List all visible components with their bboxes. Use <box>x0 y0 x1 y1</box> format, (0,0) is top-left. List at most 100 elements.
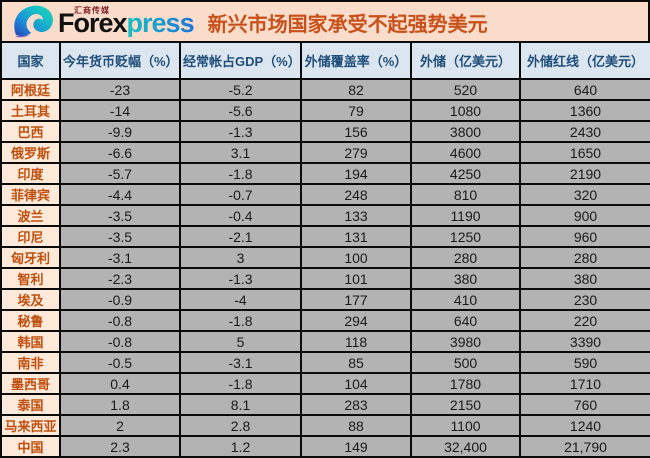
table-header: 国家 今年货币贬幅（%） 经常帐占GDP（%） 外储覆盖率（%） 外储（亿美元） 外储红线… <box>0 41 650 80</box>
value-cell: 1080 <box>410 99 521 122</box>
country-cell: 波兰 <box>0 204 61 227</box>
value-cell: -2.3 <box>59 267 181 290</box>
value-cell: 3800 <box>410 120 521 143</box>
table-body: 阿根廷 -23 -5.2 82 520 640 土耳其 -14 -5.6 79 1080 1360 巴西… <box>0 78 650 458</box>
country-cell: 智利 <box>0 267 61 290</box>
column-header: 今年货币贬幅（%） <box>59 41 181 80</box>
country-cell: 泰国 <box>0 393 61 416</box>
value-cell: 3.1 <box>179 141 302 164</box>
value-cell: 79 <box>300 99 412 122</box>
value-cell: -3.5 <box>59 204 181 227</box>
country-cell: 中国 <box>0 435 61 458</box>
value-cell: -0.7 <box>179 183 302 206</box>
value-cell: 590 <box>519 351 650 374</box>
column-header: 外储（亿美元） <box>410 41 521 80</box>
value-cell: 279 <box>300 141 412 164</box>
table-row: 埃及 -0.9 -4 177 410 230 <box>0 288 650 311</box>
value-cell: 156 <box>300 120 412 143</box>
table-row: 南非 -0.5 -3.1 85 500 590 <box>0 351 650 374</box>
column-header: 经常帐占GDP（%） <box>179 41 302 80</box>
value-cell: 380 <box>519 267 650 290</box>
value-cell: -3.1 <box>179 351 302 374</box>
value-cell: 177 <box>300 288 412 311</box>
table-row: 韩国 -0.8 5 118 3980 3390 <box>0 330 650 353</box>
wave-swirl-icon <box>14 5 53 38</box>
value-cell: 1190 <box>410 204 521 227</box>
country-cell: 印尼 <box>0 225 61 248</box>
brand-press: press <box>126 8 195 38</box>
value-cell: 2.8 <box>179 414 302 437</box>
value-cell: 1.8 <box>59 393 181 416</box>
value-cell: 104 <box>300 372 412 395</box>
value-cell: 1100 <box>410 414 521 437</box>
value-cell: 100 <box>300 246 412 269</box>
value-cell: 2190 <box>519 162 650 185</box>
value-cell: 194 <box>300 162 412 185</box>
brand-tagline: 汇商传媒 <box>74 6 110 15</box>
value-cell: 1360 <box>519 99 650 122</box>
value-cell: 520 <box>410 78 521 101</box>
value-cell: 1710 <box>519 372 650 395</box>
value-cell: 1240 <box>519 414 650 437</box>
table-row: 智利 -2.3 -1.3 101 380 380 <box>0 267 650 290</box>
banner: Forex press 汇商传媒 新兴市场国家承受不起强势美元 <box>0 0 650 41</box>
country-cell: 埃及 <box>0 288 61 311</box>
value-cell: 320 <box>519 183 650 206</box>
value-cell: 960 <box>519 225 650 248</box>
value-cell: 900 <box>519 204 650 227</box>
value-cell: -0.8 <box>59 330 181 353</box>
value-cell: 4600 <box>410 141 521 164</box>
value-cell: 21,790 <box>519 435 650 458</box>
value-cell: 283 <box>300 393 412 416</box>
value-cell: 230 <box>519 288 650 311</box>
value-cell: -0.9 <box>59 288 181 311</box>
value-cell: 280 <box>519 246 650 269</box>
forexpress-logo: Forex press 汇商传媒 <box>10 2 195 41</box>
country-cell: 阿根廷 <box>0 78 61 101</box>
value-cell: 760 <box>519 393 650 416</box>
value-cell: 220 <box>519 309 650 332</box>
table-row: 秘鲁 -0.8 -1.8 294 640 220 <box>0 309 650 332</box>
value-cell: 8.1 <box>179 393 302 416</box>
value-cell: -0.5 <box>59 351 181 374</box>
value-cell: 88 <box>300 414 412 437</box>
value-cell: 248 <box>300 183 412 206</box>
value-cell: 131 <box>300 225 412 248</box>
value-cell: 1650 <box>519 141 650 164</box>
value-cell: 410 <box>410 288 521 311</box>
table-row: 印尼 -3.5 -2.1 131 1250 960 <box>0 225 650 248</box>
value-cell: 280 <box>410 246 521 269</box>
column-header: 外储覆盖率（%） <box>300 41 412 80</box>
table-row: 泰国 1.8 8.1 283 2150 760 <box>0 393 650 416</box>
value-cell: -3.1 <box>59 246 181 269</box>
value-cell: 4250 <box>410 162 521 185</box>
value-cell: 294 <box>300 309 412 332</box>
table-row: 巴西 -9.9 -1.3 156 3800 2430 <box>0 120 650 143</box>
value-cell: 3980 <box>410 330 521 353</box>
value-cell: 1.2 <box>179 435 302 458</box>
value-cell: 3390 <box>519 330 650 353</box>
value-cell: -4.4 <box>59 183 181 206</box>
value-cell: -0.4 <box>179 204 302 227</box>
value-cell: 2.3 <box>59 435 181 458</box>
value-cell: -14 <box>59 99 181 122</box>
value-cell: -1.8 <box>179 372 302 395</box>
value-cell: 32,400 <box>410 435 521 458</box>
table-row: 俄罗斯 -6.6 3.1 279 4600 1650 <box>0 141 650 164</box>
value-cell: -5.7 <box>59 162 181 185</box>
table-row: 墨西哥 0.4 -1.8 104 1780 1710 <box>0 372 650 395</box>
header-row: 国家 今年货币贬幅（%） 经常帐占GDP（%） 外储覆盖率（%） 外储（亿美元） 外储红线… <box>0 41 650 80</box>
value-cell: -2.1 <box>179 225 302 248</box>
brand-wordmark: Forex press <box>58 8 195 38</box>
value-cell: 5 <box>179 330 302 353</box>
value-cell: 82 <box>300 78 412 101</box>
country-cell: 南非 <box>0 351 61 374</box>
value-cell: -1.3 <box>179 267 302 290</box>
column-header: 外储红线（亿美元） <box>519 41 650 80</box>
value-cell: -1.8 <box>179 162 302 185</box>
value-cell: 3 <box>179 246 302 269</box>
country-cell: 印度 <box>0 162 61 185</box>
country-cell: 巴西 <box>0 120 61 143</box>
table-row: 匈牙利 -3.1 3 100 280 280 <box>0 246 650 269</box>
